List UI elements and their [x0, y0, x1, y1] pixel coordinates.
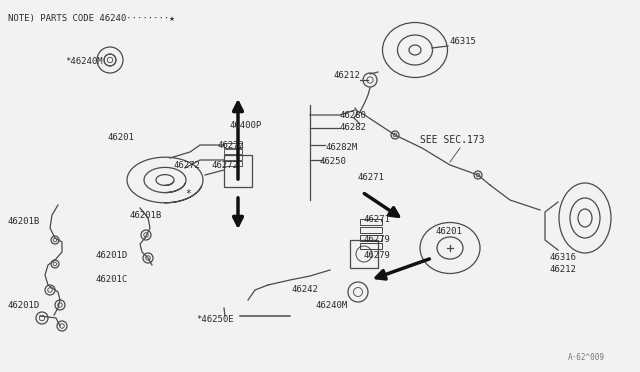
Text: 46315: 46315 — [450, 38, 477, 46]
Text: 46201D: 46201D — [8, 301, 40, 310]
Text: 46240M: 46240M — [316, 301, 348, 311]
Bar — [224, 143, 242, 148]
Text: 46271: 46271 — [364, 215, 391, 224]
Text: 46272: 46272 — [212, 161, 239, 170]
Text: 46279: 46279 — [363, 235, 390, 244]
Text: 46272: 46272 — [174, 161, 201, 170]
Text: SEE SEC.173: SEE SEC.173 — [420, 135, 484, 145]
Text: 46271: 46271 — [358, 173, 385, 183]
Text: *: * — [185, 189, 191, 199]
Text: 46212: 46212 — [334, 71, 361, 80]
Text: 46282: 46282 — [340, 124, 367, 132]
Text: 46201B: 46201B — [130, 212, 163, 221]
Text: 46282M: 46282M — [326, 144, 358, 153]
Text: 46400P: 46400P — [230, 121, 262, 129]
Bar — [224, 155, 252, 187]
Text: 46201C: 46201C — [96, 276, 128, 285]
Text: A·62^009: A·62^009 — [568, 353, 605, 362]
Text: 46201: 46201 — [108, 134, 135, 142]
Text: 46201B: 46201B — [8, 218, 40, 227]
Text: 46316: 46316 — [550, 253, 577, 263]
Text: *46250E: *46250E — [196, 315, 234, 324]
Text: 46212: 46212 — [550, 266, 577, 275]
Bar — [224, 161, 242, 166]
Text: 46279: 46279 — [364, 251, 391, 260]
Text: 46201D: 46201D — [96, 251, 128, 260]
Text: 46272: 46272 — [218, 141, 245, 150]
Text: 46242: 46242 — [292, 285, 319, 295]
Bar — [360, 235, 382, 241]
Bar — [360, 243, 382, 249]
Text: *46240M: *46240M — [65, 58, 102, 67]
Text: 46201: 46201 — [436, 228, 463, 237]
Bar — [350, 240, 378, 268]
Bar — [360, 219, 382, 225]
Bar — [360, 227, 382, 233]
Text: 46280: 46280 — [340, 110, 367, 119]
Bar — [224, 155, 242, 160]
Text: 46250: 46250 — [320, 157, 347, 167]
Bar — [224, 149, 242, 154]
Text: NOTE) PARTS CODE 46240········★: NOTE) PARTS CODE 46240········★ — [8, 13, 175, 22]
